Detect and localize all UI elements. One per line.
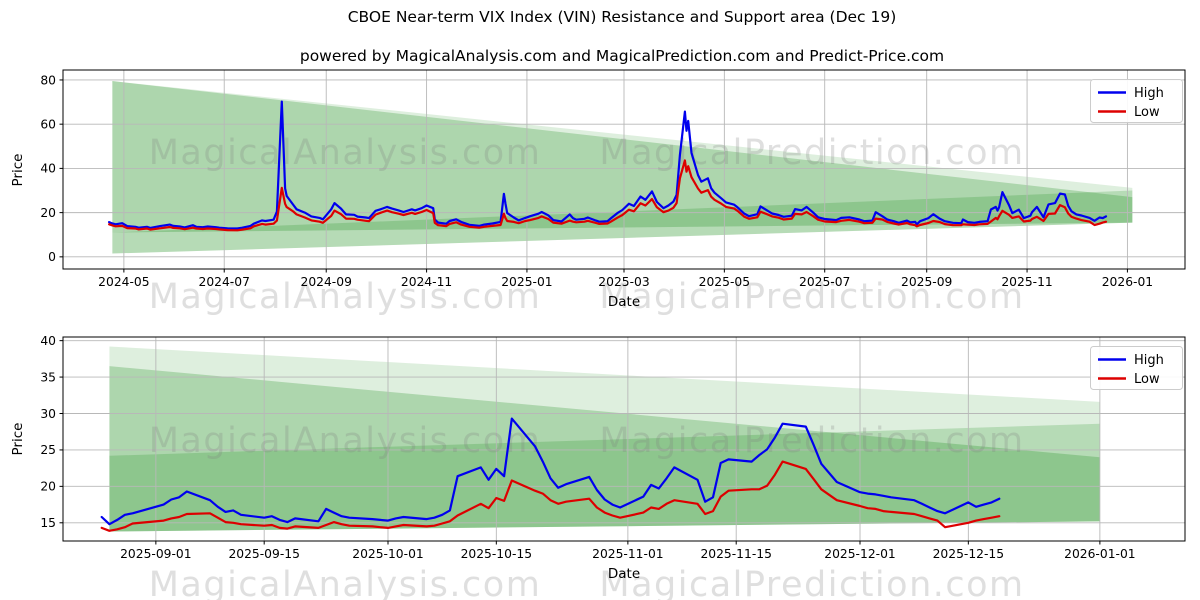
x-tick-label: 2025-10-15 — [461, 547, 532, 561]
bottom-chart-legend: High Low — [1090, 346, 1183, 390]
x-tick-label: 2025-12-15 — [933, 547, 1004, 561]
y-tick-label: 25 — [40, 443, 56, 457]
series-lines-layer — [100, 100, 1108, 532]
x-tick-label: 2025-09-01 — [120, 547, 191, 561]
x-tick-label: 2025-10-01 — [352, 547, 423, 561]
legend-low-label: Low — [1134, 372, 1160, 387]
x-tick-label: 2024-09 — [301, 275, 352, 289]
chart0-high-line — [107, 100, 1108, 230]
watermark-magicalanalysis: MagicalAnalysis.com — [149, 133, 542, 173]
x-tick-label: 2025-09 — [901, 275, 952, 289]
watermark-magicalprediction: MagicalPrediction.com — [599, 277, 1024, 317]
y-tick-label: 40 — [40, 334, 56, 348]
watermark-magicalanalysis: MagicalAnalysis.com — [149, 421, 542, 461]
x-tick-label: 2024-07 — [199, 275, 250, 289]
chart1-resistance-area — [109, 366, 1100, 532]
y-tick-label: 20 — [40, 480, 56, 494]
top-chart-ylabel: Price — [10, 154, 26, 187]
chart1-spines — [62, 336, 1186, 542]
x-tick-label: 2025-11-15 — [700, 547, 771, 561]
y-tick-label: 80 — [40, 73, 56, 87]
x-tick-label: 2026-01-01 — [1064, 547, 1135, 561]
legend-high-label: High — [1134, 86, 1164, 101]
x-tick-label: 2025-11 — [1001, 275, 1052, 289]
y-tick-label: 60 — [40, 117, 56, 131]
bottom-chart-xlabel: Date — [608, 566, 640, 582]
chart0-support-area — [112, 190, 1133, 254]
watermark-layer: MagicalAnalysis.com MagicalPrediction.com… — [149, 133, 1024, 600]
x-tick-label: 2026-01 — [1102, 275, 1153, 289]
watermark-magicalanalysis: MagicalAnalysis.com — [149, 565, 542, 600]
x-tick-label: 2025-03 — [598, 275, 649, 289]
top-chart-xlabel: Date — [608, 294, 640, 310]
chart1-high-line — [100, 417, 1001, 526]
y-tick-label: 30 — [40, 407, 56, 421]
chart0-low-line — [107, 159, 1108, 232]
chart1-low-line — [100, 460, 1001, 532]
figure-subtitle: powered by MagicalAnalysis.com and Magic… — [300, 47, 944, 65]
chart0-resistance-area — [112, 81, 1133, 233]
x-tick-label: 2025-11-01 — [592, 547, 663, 561]
y-tick-label: 35 — [40, 370, 56, 384]
x-tick-label: 2025-12-01 — [824, 547, 895, 561]
watermark-magicalprediction: MagicalPrediction.com — [599, 133, 1024, 173]
y-tick-label: 15 — [40, 516, 56, 530]
bottom-chart-ylabel: Price — [10, 423, 26, 456]
legend-high-label: High — [1134, 353, 1164, 368]
x-tick-label: 2024-05 — [98, 275, 149, 289]
x-tick-label: 2025-09-15 — [228, 547, 299, 561]
axes-chrome-layer: 2024-05 2024-07 2024-09 2024-11 2025-01 2025-… — [40, 69, 1186, 561]
y-tick-label: 20 — [40, 206, 56, 220]
chart1-envelope-area — [109, 346, 1100, 532]
y-tick-label: 40 — [40, 162, 56, 176]
x-tick-label: 2025-05 — [699, 275, 750, 289]
x-tick-label: 2024-11 — [401, 275, 452, 289]
top-chart-legend: High Low — [1090, 79, 1183, 123]
figure-title: CBOE Near-term VIX Index (VIN) Resistanc… — [348, 8, 897, 26]
watermark-magicalprediction: MagicalPrediction.com — [599, 565, 1024, 600]
watermark-magicalanalysis: MagicalAnalysis.com — [149, 277, 542, 317]
x-tick-label: 2025-01 — [501, 275, 552, 289]
legend-low-label: Low — [1134, 105, 1160, 120]
y-tick-label: 0 — [48, 250, 56, 264]
x-tick-label: 2025-07 — [799, 275, 850, 289]
